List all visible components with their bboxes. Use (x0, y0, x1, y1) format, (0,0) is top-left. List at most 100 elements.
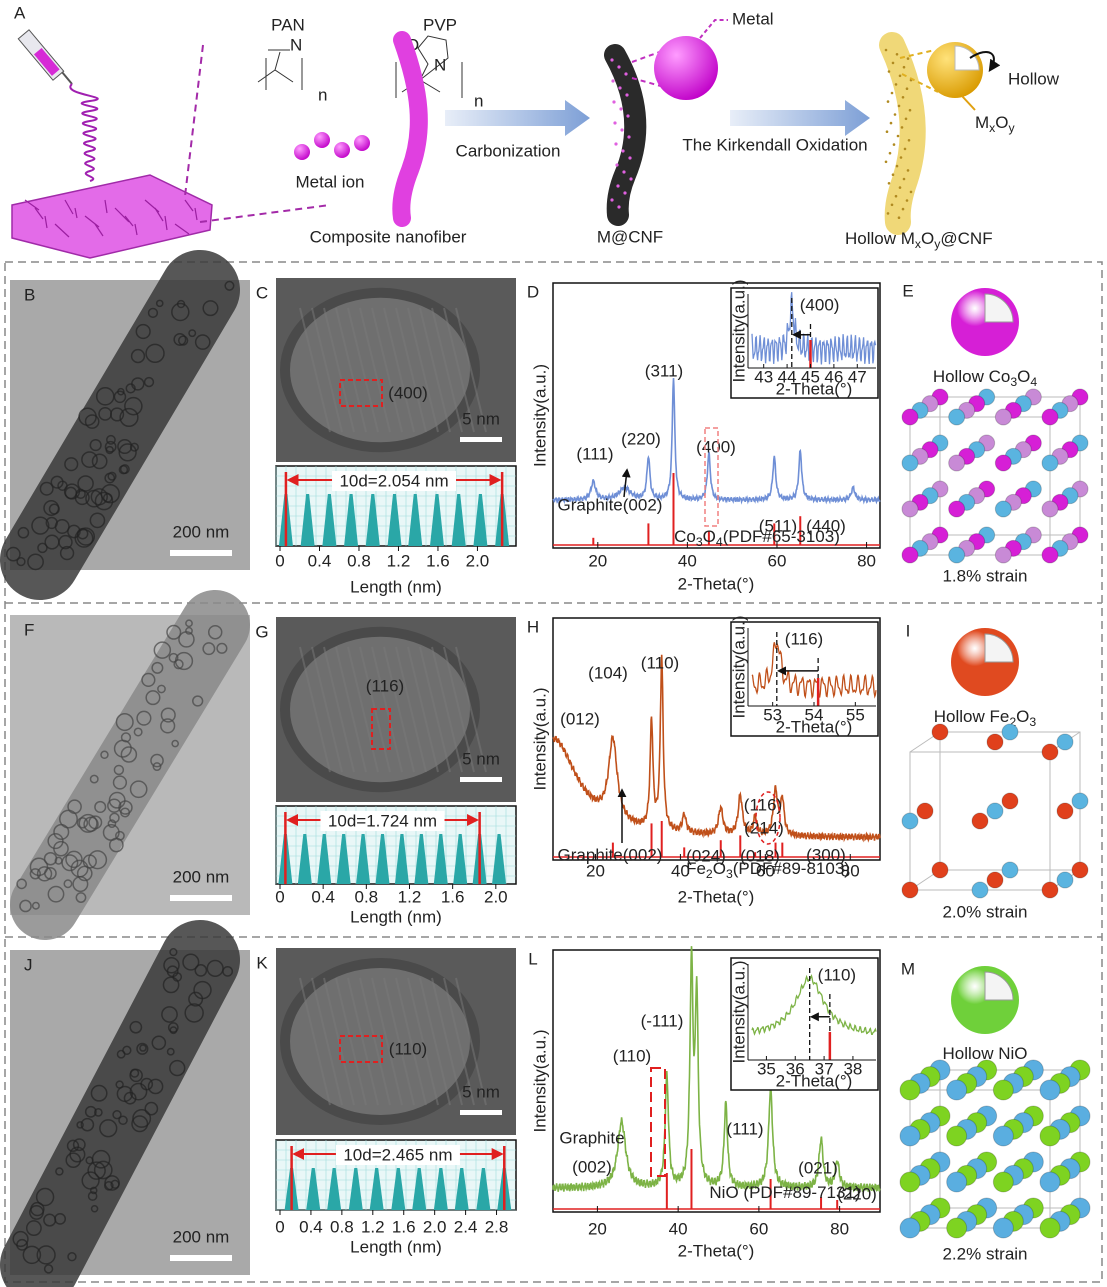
nanoparticle (93, 1160, 113, 1180)
nanoparticle (59, 545, 75, 561)
mat-texture (44, 215, 48, 229)
atom (1041, 546, 1059, 564)
text-part: x (915, 237, 921, 251)
plane-label: (400) (388, 383, 428, 402)
nanoparticle (65, 1152, 82, 1168)
nanoparticle (174, 651, 194, 671)
inset-axis-label: Intensity(a.u.) (729, 616, 748, 719)
atom (901, 500, 919, 518)
nanoparticle (202, 642, 216, 656)
lattice-fringe (443, 977, 475, 1106)
nanoparticle (129, 1082, 148, 1101)
nanoparticle (171, 302, 190, 322)
metal-dot (626, 114, 630, 118)
panel-letter: H (527, 617, 539, 636)
lattice-fringe (383, 646, 415, 773)
inset-tick-label: 43 (754, 367, 773, 386)
nanoparticle (12, 1230, 29, 1248)
mat-texture (104, 199, 108, 214)
axis-label: 2-Theta(°) (678, 1241, 755, 1260)
text-part: O (703, 527, 716, 546)
metal-ion (294, 144, 310, 160)
x-tick-label: 0.8 (347, 551, 371, 570)
nanoparticle (153, 641, 172, 659)
x-tick-label: 60 (756, 861, 775, 880)
x-tick-label: 0.8 (355, 887, 379, 906)
profile-peak (306, 1168, 321, 1210)
text-part: Co (674, 527, 696, 546)
nanoparticle (104, 440, 117, 453)
pointer (699, 19, 728, 39)
structure-atom: N (434, 55, 446, 74)
nanoparticle (37, 542, 48, 554)
particle-dot (890, 203, 894, 207)
lattice-fringe (359, 307, 391, 433)
particle-dot (902, 65, 906, 69)
axis-label: Length (nm) (350, 577, 442, 596)
atom (992, 1125, 1014, 1147)
atom (994, 408, 1012, 426)
particle-dot (892, 143, 896, 146)
x-tick-label: 60 (749, 1219, 768, 1238)
hollow-cut (954, 45, 980, 71)
scale-label: 5 nm (462, 1082, 500, 1101)
panel-letter: I (906, 621, 911, 640)
text-part: x (989, 121, 995, 135)
atom (971, 881, 989, 899)
nanoparticle (36, 866, 53, 882)
nanofiber (0, 250, 240, 600)
measure-label: 10d=2.054 nm (339, 471, 448, 490)
nanoparticle (157, 684, 166, 694)
nanoparticle (131, 1115, 149, 1133)
nanoparticle (152, 762, 162, 772)
nanoparticle (185, 619, 193, 628)
nanoparticle (80, 1117, 95, 1132)
text-part: M (975, 113, 989, 132)
scale-bar (460, 1110, 502, 1115)
profile-peak (317, 834, 332, 884)
peak-label: (018) (740, 846, 780, 865)
nanoparticle (91, 453, 108, 470)
profile-peak (327, 1168, 342, 1210)
nanoparticle (99, 1119, 118, 1138)
pointer (969, 51, 1001, 72)
metal-dot (622, 170, 626, 174)
x-tick-label: 2.0 (484, 887, 508, 906)
profile-peak (453, 834, 468, 884)
nanoparticle (72, 1138, 86, 1152)
inset-axis-label: 2-Theta(°) (776, 379, 853, 398)
xrd-curve (552, 378, 881, 505)
metal-ion (314, 132, 330, 148)
nanoparticle (74, 528, 94, 548)
nanoparticle (43, 851, 58, 866)
x-tick-label: 1.6 (441, 887, 465, 906)
nanoparticle (135, 323, 151, 340)
lattice-fringe (443, 646, 475, 773)
axis-label: Length (nm) (350, 907, 442, 926)
reference-label: Fe2O3(PDF#89-8103) (686, 859, 850, 881)
nanoparticle (90, 1204, 99, 1213)
profile-peak (375, 834, 390, 884)
particle-dot (903, 147, 907, 151)
nanoparticle (87, 1161, 106, 1180)
peak-label: (012) (560, 709, 600, 728)
lattice-fringe (443, 307, 475, 433)
particle-dot (906, 169, 910, 172)
peak-label: (220) (837, 1184, 877, 1203)
peak-label: (300) (806, 845, 846, 864)
profile-peak (454, 1168, 469, 1210)
scale-label: 200 nm (173, 867, 230, 886)
peak-label: (311) (645, 361, 683, 380)
scale-bar (170, 895, 232, 901)
peak-label: (002) (572, 1157, 612, 1176)
jet (69, 83, 99, 182)
nanoparticle (136, 1042, 149, 1055)
mat-texture (174, 223, 190, 235)
nanoparticle (171, 739, 179, 748)
atom (948, 408, 966, 426)
lattice-fringe (383, 307, 415, 433)
nanoparticle (16, 878, 27, 890)
metal-dot (618, 86, 622, 90)
particle-dot (885, 130, 889, 133)
metal-dot (623, 191, 627, 195)
